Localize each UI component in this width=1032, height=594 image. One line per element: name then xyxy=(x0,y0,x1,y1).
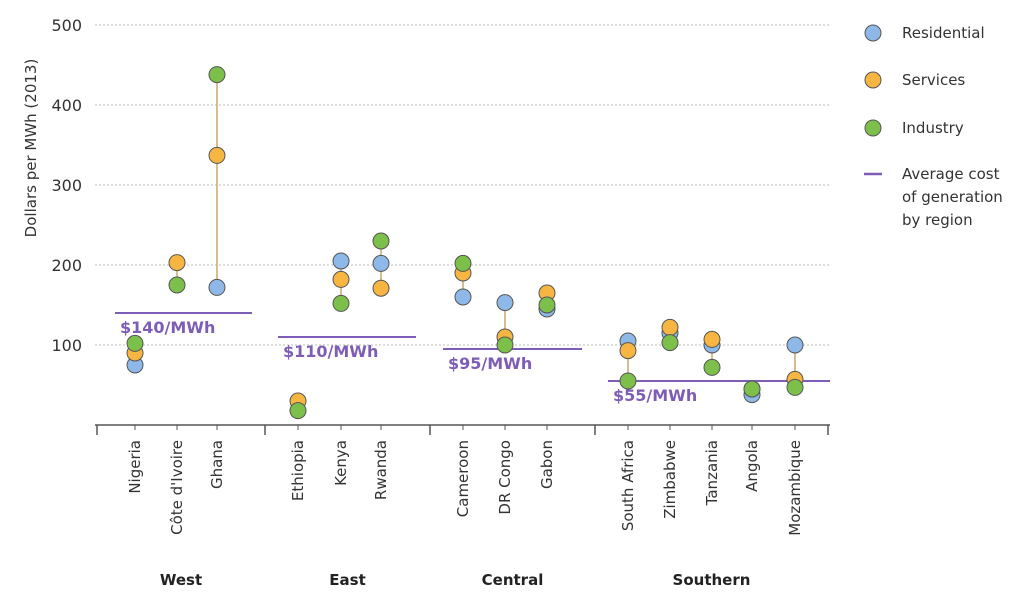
legend-label-industry: Industry xyxy=(902,119,964,137)
category-label: Zimbabwe xyxy=(661,440,679,519)
average-lines: $140/MWh $110/MWh $95/MWh $55/MWh xyxy=(115,312,830,405)
connector-lines xyxy=(134,74,796,388)
category-label: Cameroon xyxy=(454,440,472,517)
legend-marker-industry xyxy=(864,119,882,137)
point-services xyxy=(332,270,350,288)
y-axis-label: Dollars per MWh (2013) xyxy=(22,59,40,238)
point-residential xyxy=(332,252,350,270)
region-label: Southern xyxy=(673,571,751,589)
category-label: Kenya xyxy=(332,440,350,486)
legend-marker-residential xyxy=(864,24,882,42)
point-residential xyxy=(786,336,804,354)
point-industry xyxy=(289,402,307,420)
point-industry xyxy=(372,232,390,250)
point-industry xyxy=(208,66,226,84)
category-label: South Africa xyxy=(619,440,637,531)
point-industry xyxy=(538,296,556,314)
legend: Residential Services Industry Average cost o… xyxy=(864,24,1003,229)
region-label: East xyxy=(329,571,365,589)
average-label: $55/MWh xyxy=(613,386,697,405)
point-services xyxy=(703,330,721,348)
legend-label-average: of generation xyxy=(902,188,1003,206)
point-industry xyxy=(332,294,350,312)
legend-label-average: by region xyxy=(902,211,973,229)
axis-layer: 100 200 300 400 500 xyxy=(51,16,830,435)
point-residential xyxy=(454,288,472,306)
point-industry xyxy=(619,372,637,390)
category-label: Gabon xyxy=(538,440,556,489)
point-services xyxy=(208,146,226,164)
point-industry xyxy=(786,378,804,396)
point-residential xyxy=(208,278,226,296)
average-label: $110/MWh xyxy=(283,342,378,361)
y-tick-label-100: 100 xyxy=(51,336,82,355)
category-label: Nigeria xyxy=(126,440,144,494)
y-tick-label-200: 200 xyxy=(51,256,82,275)
category-label: Tanzania xyxy=(703,440,721,506)
point-services xyxy=(372,279,390,297)
average-label: $140/MWh xyxy=(120,318,215,337)
point-industry xyxy=(168,276,186,294)
legend-label-residential: Residential xyxy=(902,24,985,42)
legend-label-average: Average cost xyxy=(902,165,1000,183)
point-industry xyxy=(703,358,721,376)
category-label: Côte d'Ivoire xyxy=(168,440,186,535)
point-services xyxy=(168,254,186,272)
point-residential xyxy=(496,294,514,312)
category-label: Angola xyxy=(743,440,761,492)
region-label: Central xyxy=(482,571,544,589)
point-industry xyxy=(743,380,761,398)
category-label: Mozambique xyxy=(786,440,804,536)
data-points xyxy=(126,66,804,420)
legend-marker-services xyxy=(864,71,882,89)
point-industry xyxy=(126,334,144,352)
region-label: West xyxy=(160,571,202,589)
point-industry xyxy=(661,334,679,352)
point-residential xyxy=(372,254,390,272)
point-services xyxy=(619,342,637,360)
y-tick-label-300: 300 xyxy=(51,176,82,195)
category-label: DR Congo xyxy=(496,440,514,515)
point-industry xyxy=(454,254,472,272)
category-label: Rwanda xyxy=(372,440,390,500)
y-tick-label-500: 500 xyxy=(51,16,82,35)
point-industry xyxy=(496,336,514,354)
category-label: Ghana xyxy=(208,440,226,489)
average-label: $95/MWh xyxy=(448,354,532,373)
legend-label-services: Services xyxy=(902,71,965,89)
category-label: Ethiopia xyxy=(289,440,307,501)
category-labels: Nigeria Côte d'Ivoire Ghana Ethiopia Kenya Rw… xyxy=(126,440,804,589)
point-services xyxy=(661,318,679,336)
y-tick-label-400: 400 xyxy=(51,96,82,115)
